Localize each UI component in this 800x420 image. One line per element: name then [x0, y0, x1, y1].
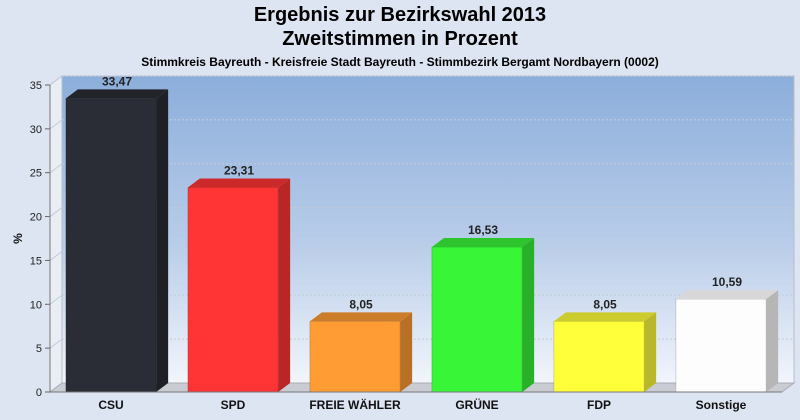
y-tick-label: 0 [36, 387, 42, 399]
y-tick-label: 35 [30, 80, 42, 92]
x-tick-label: Sonstige [696, 398, 747, 412]
bar-spd [187, 178, 291, 393]
gridline-wall [49, 207, 63, 217]
y-tick-label: 5 [36, 343, 42, 355]
bar-value-label: 23,31 [224, 164, 254, 178]
y-tick-label: 20 [30, 212, 42, 224]
bar-side [156, 89, 169, 392]
chart-subtitle: Stimmkreis Bayreuth - Kreisfreie Stadt B… [141, 55, 659, 69]
bar-value-label: 8,05 [593, 297, 617, 311]
bar-value-label: 33,47 [102, 74, 132, 88]
bar-value-label: 16,53 [468, 223, 498, 237]
bar-top [309, 312, 413, 322]
bar-sonstige [675, 290, 779, 393]
bar-side [522, 238, 535, 392]
y-tick-label: 15 [30, 255, 42, 267]
x-tick-label: CSU [98, 398, 123, 412]
bar-front [65, 97, 157, 393]
gridlines [49, 75, 794, 349]
bar-top [65, 89, 169, 99]
gridline-wall [49, 119, 63, 130]
back-wall [61, 75, 795, 384]
gridline-wall [49, 338, 63, 349]
axes: 0 5 10 15 20 25 30 35% CSU SPD FREIE WÄHLER GRÜNE FD… [11, 80, 782, 412]
y-axis-label: % [11, 233, 25, 244]
bar-fdp [553, 312, 657, 393]
bar-freie-wähler [309, 312, 413, 393]
x-tick-label: FREIE WÄHLER [309, 397, 401, 412]
gridline-wall [49, 75, 63, 86]
bar-csu [65, 89, 169, 393]
bar-side [766, 290, 779, 392]
bar-value-label: 10,59 [712, 275, 742, 289]
x-tick-label: GRÜNE [455, 397, 498, 412]
bar-side [644, 312, 657, 392]
bar-front [553, 320, 645, 393]
bar-front [675, 298, 767, 393]
chart-title-line-2: Zweitstimmen in Prozent [282, 28, 518, 50]
bar-top [675, 290, 779, 300]
bar-side [278, 178, 291, 392]
bar-front [309, 320, 401, 393]
gridline-wall [49, 251, 63, 261]
y-tick-label: 25 [30, 168, 42, 180]
y-tick-label: 30 [30, 124, 42, 136]
bar-grüne [431, 238, 535, 393]
bar-top [187, 178, 291, 188]
chart-title: Ergebnis zur Bezirkswahl 2013 [253, 4, 547, 26]
bar-top [431, 238, 535, 248]
bar-side [400, 312, 413, 392]
gridline-wall [49, 294, 63, 305]
x-tick-label: SPD [221, 398, 246, 412]
bar-value-label: 8,05 [349, 297, 373, 311]
bar-front [187, 187, 279, 393]
bar-front [431, 246, 523, 393]
x-tick-label: FDP [587, 398, 611, 412]
bar-top [553, 312, 657, 322]
gridline-wall [49, 163, 63, 174]
left-wall [49, 75, 63, 393]
y-tick-label: 10 [30, 299, 42, 311]
bars: 33,47 23,31 8,05 16,53 8,05 10,59 [65, 74, 779, 393]
